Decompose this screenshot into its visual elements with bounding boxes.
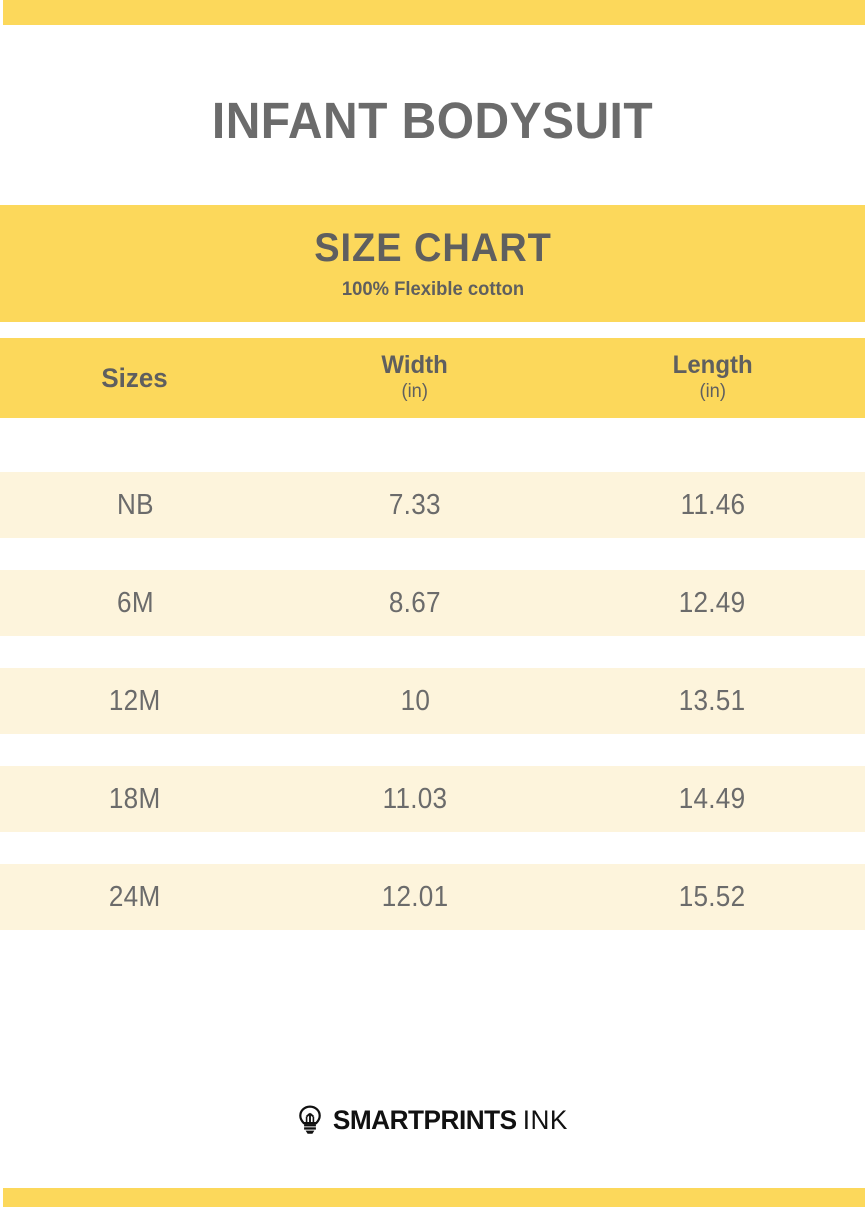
bottom-accent-bar [3, 1188, 865, 1207]
cell-size: 12M [0, 685, 270, 718]
cell-size-value: NB [116, 488, 154, 521]
table-row: 24M 12.01 15.52 [0, 864, 865, 930]
header-body-spacer [0, 418, 865, 472]
brand-logo-text: SMARTPRINTS INK [330, 1105, 568, 1136]
column-header-length-unit: (in) [699, 380, 726, 402]
table-row: 18M 11.03 14.49 [0, 766, 865, 832]
page-title: INFANT BODYSUIT [211, 91, 654, 149]
cell-size: 24M [0, 881, 270, 914]
column-header-length: Length (in) [560, 352, 865, 403]
cell-width-value: 11.03 [382, 782, 448, 815]
cell-size-value: 12M [109, 684, 161, 717]
cell-size: NB [0, 489, 270, 522]
table-row: 12M 10 13.51 [0, 668, 865, 734]
cell-size: 6M [0, 587, 270, 620]
banner-title: SIZE CHART [313, 226, 552, 270]
cell-length-value: 11.46 [680, 488, 745, 521]
cell-length-value: 13.51 [679, 684, 746, 717]
column-header-width: Width (in) [270, 352, 560, 403]
size-chart-banner: SIZE CHART 100% Flexible cotton [0, 205, 865, 322]
banner-subtitle: 100% Flexible cotton [341, 279, 524, 300]
brand-logo-secondary: INK [522, 1104, 568, 1135]
cell-length: 12.49 [560, 587, 865, 620]
cell-length: 13.51 [560, 685, 865, 718]
cell-length: 14.49 [560, 783, 865, 816]
cell-width: 12.01 [270, 881, 560, 914]
cell-width: 11.03 [270, 783, 560, 816]
brand-logo: SMARTPRINTS INK [0, 1100, 865, 1140]
table-header-row: Sizes Width (in) Length (in) [0, 338, 865, 418]
cell-length-value: 12.49 [679, 586, 746, 619]
cell-size-value: 24M [109, 880, 161, 913]
cell-width: 7.33 [270, 489, 560, 522]
cell-size-value: 6M [116, 586, 154, 619]
size-chart-table: Sizes Width (in) Length (in) NB 7.33 11.… [0, 338, 865, 962]
table-row: NB 7.33 11.46 [0, 472, 865, 538]
cell-width-value: 8.67 [389, 586, 441, 619]
lightbulb-icon [296, 1105, 324, 1135]
top-accent-bar [3, 0, 865, 25]
cell-width: 10 [270, 685, 560, 718]
cell-width-value: 10 [400, 684, 430, 717]
cell-length-value: 14.49 [679, 782, 746, 815]
column-header-sizes: Sizes [0, 363, 270, 394]
brand-logo-primary: SMARTPRINTS [333, 1104, 518, 1135]
cell-size: 18M [0, 783, 270, 816]
column-header-width-label: Width [381, 351, 449, 380]
cell-length-value: 15.52 [679, 880, 746, 913]
cell-length: 15.52 [560, 881, 865, 914]
table-row: 6M 8.67 12.49 [0, 570, 865, 636]
column-header-width-unit: (in) [401, 380, 429, 402]
column-header-length-label: Length [672, 351, 753, 380]
cell-width-value: 12.01 [381, 880, 449, 913]
column-header-sizes-label: Sizes [101, 362, 169, 393]
cell-width: 8.67 [270, 587, 560, 620]
cell-length: 11.46 [560, 489, 865, 522]
cell-width-value: 7.33 [389, 488, 441, 521]
cell-size-value: 18M [109, 782, 161, 815]
